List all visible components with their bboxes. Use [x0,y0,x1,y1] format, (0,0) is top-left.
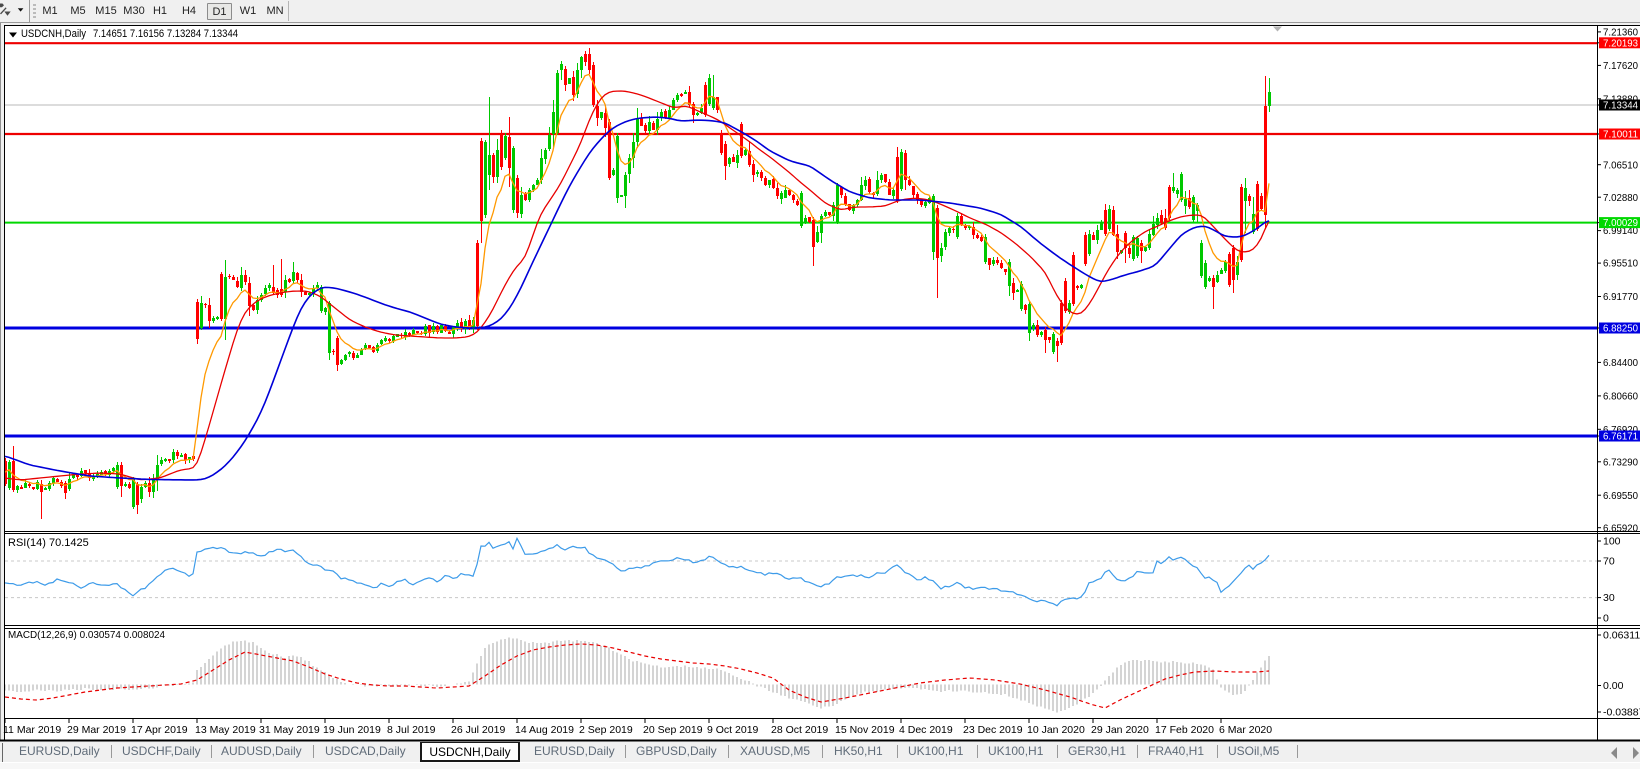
svg-text:6.65920: 6.65920 [1603,522,1638,534]
svg-text:23 Dec 2019: 23 Dec 2019 [963,724,1023,736]
svg-text:7.21360: 7.21360 [1603,27,1638,39]
svg-text:29 Jan 2020: 29 Jan 2020 [1091,724,1149,736]
svg-text:8 Jul 2019: 8 Jul 2019 [387,724,436,736]
svg-text:29 Mar 2019: 29 Mar 2019 [67,724,126,736]
svg-text:6.69550: 6.69550 [1603,490,1638,502]
svg-text:14 Aug 2019: 14 Aug 2019 [515,724,574,736]
svg-text:28 Oct 2019: 28 Oct 2019 [771,724,828,736]
svg-text:6.80660: 6.80660 [1603,391,1638,403]
svg-text:6.99140: 6.99140 [1603,225,1638,237]
svg-text:15 Nov 2019: 15 Nov 2019 [835,724,895,736]
svg-text:20 Sep 2019: 20 Sep 2019 [643,724,703,736]
svg-text:6.91770: 6.91770 [1603,291,1638,303]
svg-text:13 May 2019: 13 May 2019 [195,724,256,736]
svg-text:17 Apr 2019: 17 Apr 2019 [131,724,188,736]
svg-text:19 Jun 2019: 19 Jun 2019 [323,724,381,736]
svg-text:6.76171: 6.76171 [1603,431,1638,443]
svg-text:4 Dec 2019: 4 Dec 2019 [899,724,953,736]
svg-text:0.063113: 0.063113 [1603,630,1640,642]
svg-text:MACD(12,26,9) 0.030574 0.00802: MACD(12,26,9) 0.030574 0.008024 [8,629,165,641]
svg-text:7.13344: 7.13344 [1603,100,1638,112]
svg-text:100: 100 [1603,536,1621,548]
svg-text:31 May 2019: 31 May 2019 [259,724,320,736]
svg-text:9 Oct 2019: 9 Oct 2019 [707,724,759,736]
svg-text:0.00: 0.00 [1603,680,1624,692]
svg-text:RSI(14) 70.1425: RSI(14) 70.1425 [8,537,89,549]
svg-text:7.20193: 7.20193 [1603,37,1638,49]
svg-text:6.88250: 6.88250 [1603,323,1638,335]
svg-text:30: 30 [1603,592,1615,604]
svg-text:6.95510: 6.95510 [1603,258,1638,270]
svg-text:-0.038872: -0.038872 [1603,707,1640,719]
svg-text:7.10011: 7.10011 [1603,129,1638,141]
svg-text:7.06510: 7.06510 [1603,159,1638,171]
svg-text:17 Feb 2020: 17 Feb 2020 [1155,724,1214,736]
svg-text:6.84400: 6.84400 [1603,357,1638,369]
svg-text:10 Jan 2020: 10 Jan 2020 [1027,724,1085,736]
svg-text:70: 70 [1603,556,1615,568]
svg-text:7.17620: 7.17620 [1603,60,1638,72]
svg-text:0: 0 [1603,613,1609,625]
svg-text:6.73290: 6.73290 [1603,456,1638,468]
svg-text:7.02880: 7.02880 [1603,192,1638,204]
svg-text:USDCNH,Daily: USDCNH,Daily [21,28,86,40]
svg-text:6 Mar 2020: 6 Mar 2020 [1219,724,1272,736]
svg-text:7.14651 7.16156 7.13284 7.1334: 7.14651 7.16156 7.13284 7.13344 [93,28,238,40]
svg-text:11 Mar 2019: 11 Mar 2019 [3,724,61,736]
svg-text:2 Sep 2019: 2 Sep 2019 [579,724,633,736]
svg-text:7.00029: 7.00029 [1603,217,1638,229]
svg-text:26 Jul 2019: 26 Jul 2019 [451,724,505,736]
